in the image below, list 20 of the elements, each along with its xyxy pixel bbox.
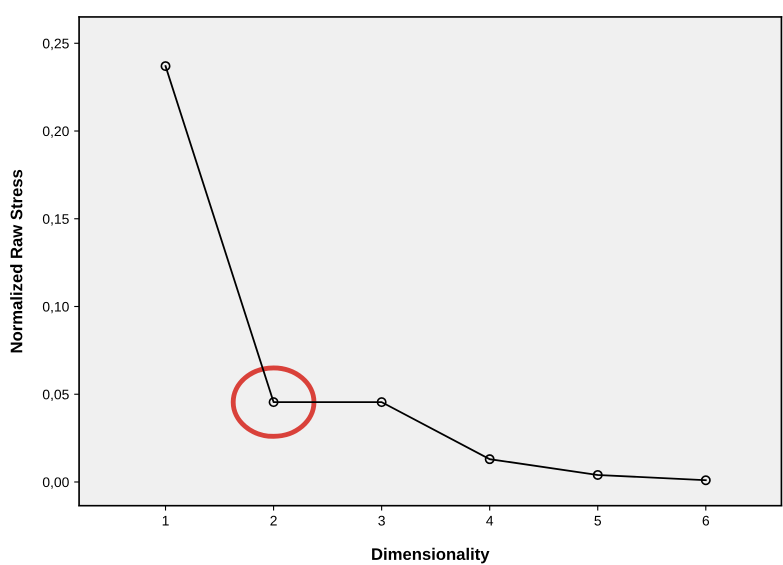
y-axis-title: Normalized Raw Stress	[10, 170, 22, 352]
x-tick-label: 6	[702, 516, 710, 526]
point	[484, 454, 495, 464]
x-axis-title: Dimensionality	[372, 548, 490, 564]
x-tick-label: 2	[270, 516, 277, 526]
y-tick-label: 0,05	[42, 390, 69, 402]
y-tick-label: 0,25	[42, 38, 69, 50]
y-tick-label: 0,00	[42, 477, 69, 489]
x-tick-label: 1	[162, 516, 169, 526]
point	[376, 397, 387, 408]
x-tick-label: 4	[486, 516, 494, 526]
point	[700, 475, 711, 486]
point	[592, 470, 603, 480]
y-tick-label: 0,20	[42, 126, 69, 138]
point	[160, 61, 171, 72]
y-tick-label: 0,10	[42, 302, 69, 314]
x-tick-label: 5	[594, 516, 602, 526]
point	[268, 397, 279, 408]
y-tick-label: 0,15	[42, 214, 69, 226]
x-tick-label: 3	[378, 516, 385, 526]
